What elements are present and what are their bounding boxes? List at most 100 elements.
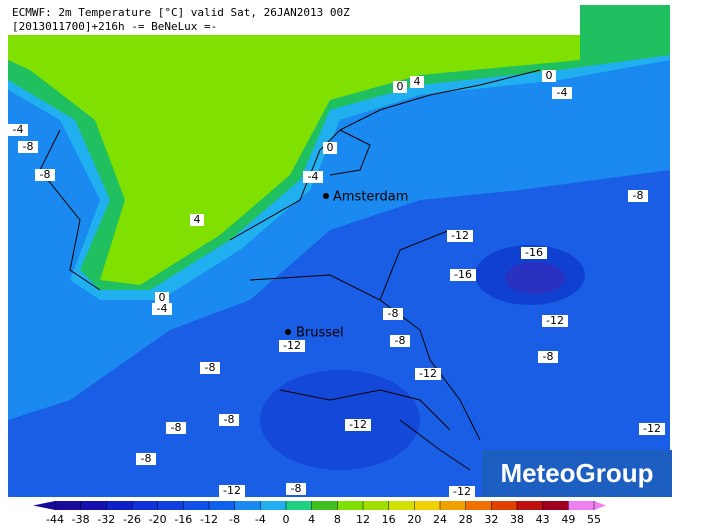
colorbar-tick-label: -8 <box>229 513 240 525</box>
contour-label: -8 <box>205 361 216 374</box>
contour-label-box <box>190 214 204 226</box>
contour-label: -4 <box>308 170 319 183</box>
colorbar-segment <box>209 501 236 510</box>
colorbar-tick-label: 49 <box>561 513 575 525</box>
contour-label: -4 <box>157 302 168 315</box>
cool-band <box>8 60 670 420</box>
colorbar-tick-label: 55 <box>587 513 601 525</box>
colorbar-tick-label: 12 <box>356 513 370 525</box>
contour-label-box <box>521 247 547 259</box>
contour-label: -12 <box>283 339 301 352</box>
contour-label-box <box>345 419 371 431</box>
contour-label: -8 <box>23 140 34 153</box>
contour-label-box <box>286 483 306 495</box>
colorbar-segment <box>568 501 595 510</box>
colorbar-tick-label: -44 <box>46 513 64 525</box>
contour-label: -8 <box>224 413 235 426</box>
colorbar-segment <box>440 501 467 510</box>
contour-label: -8 <box>171 421 182 434</box>
colorbar-segment <box>465 501 492 510</box>
contour-label-box <box>542 70 556 82</box>
header-line: ECMWF: 2m Temperature [°C] valid Sat, 26… <box>12 6 350 19</box>
contour-label: -12 <box>643 422 661 435</box>
contour-label-box <box>279 340 305 352</box>
city-label: Brussel <box>296 326 344 341</box>
colorbar-segment <box>414 501 441 510</box>
colorbar-segment <box>260 501 287 510</box>
colorbar-tick-label: -32 <box>97 513 115 525</box>
contour-label-box <box>449 486 475 498</box>
colorbar-segment <box>55 501 82 510</box>
contour-label-box <box>200 362 220 374</box>
colorbar-tick-label: 16 <box>382 513 396 525</box>
colorbar-tick-label: 20 <box>407 513 421 525</box>
colorbar-tick-label: 38 <box>510 513 524 525</box>
contour-label-box <box>18 141 38 153</box>
contour-label-box <box>219 414 239 426</box>
city-label: Amsterdam <box>333 190 408 205</box>
colorbar-segment <box>337 501 364 510</box>
colorbar-segment <box>80 501 107 510</box>
colorbar-tick-label: -20 <box>149 513 167 525</box>
contour-label: 4 <box>194 213 201 226</box>
contour-label: -8 <box>40 168 51 181</box>
contour-label-box <box>542 315 568 327</box>
colorbar-segment <box>183 501 210 510</box>
contour-label: 4 <box>414 75 421 88</box>
header-box <box>8 3 580 35</box>
header-line: [2013011700]+216h -= BeNeLux =- <box>12 20 217 33</box>
colorbar-tick-label: 0 <box>283 513 290 525</box>
colorbar-segment <box>157 501 184 510</box>
colorbar-tick-label: 43 <box>536 513 550 525</box>
contour-label-box <box>538 351 558 363</box>
cold-core-inner <box>505 262 565 294</box>
colorbar-segment <box>542 501 569 510</box>
colorbar-segment <box>388 501 415 510</box>
contour-label-box <box>410 76 424 88</box>
colorbar-segment <box>363 501 390 510</box>
contour-label-box <box>35 169 55 181</box>
contour-label: 0 <box>546 69 553 82</box>
contour-label-box <box>383 308 403 320</box>
contour-label: -12 <box>349 418 367 431</box>
colorbar-tick-label: -4 <box>255 513 266 525</box>
contour-label: -8 <box>633 189 644 202</box>
contour-label-box <box>639 423 665 435</box>
contour-label-box <box>447 230 473 242</box>
colorbar-tick-label: 32 <box>484 513 498 525</box>
contour-label: 0 <box>159 291 166 304</box>
contour-label: 0 <box>327 141 334 154</box>
colorbar-segment <box>286 501 313 510</box>
colorbar-end <box>594 501 606 510</box>
contour-label-box <box>8 124 28 136</box>
contour-label: -8 <box>388 307 399 320</box>
cold-area <box>260 370 420 470</box>
contour-label-box <box>136 453 156 465</box>
colorbar-segment <box>517 501 544 510</box>
contour-label: -12 <box>546 314 564 327</box>
contour-label-box <box>323 142 337 154</box>
contour-label-box <box>155 292 169 304</box>
colorbar-tick-label: 28 <box>459 513 473 525</box>
city-dot <box>285 329 291 335</box>
contour-label-box <box>166 422 186 434</box>
contour-label: -8 <box>395 334 406 347</box>
colorbar-segment <box>234 501 261 510</box>
contour-label: -12 <box>223 484 241 497</box>
contour-label: -16 <box>525 246 543 259</box>
colorbar-tick-label: -26 <box>123 513 141 525</box>
contour-label-box <box>303 171 323 183</box>
contour-label-box <box>450 269 476 281</box>
contour-label: -16 <box>454 268 472 281</box>
logo-box <box>482 450 672 497</box>
colorbar-tick-label: -38 <box>72 513 90 525</box>
warm-sea <box>8 5 580 285</box>
contour-label: -12 <box>453 485 471 498</box>
contour-label: -8 <box>543 350 554 363</box>
contour-label-box <box>152 303 172 315</box>
contour-label: -4 <box>557 86 568 99</box>
contour-label-box <box>219 485 245 497</box>
colorbar-segment <box>132 501 159 510</box>
